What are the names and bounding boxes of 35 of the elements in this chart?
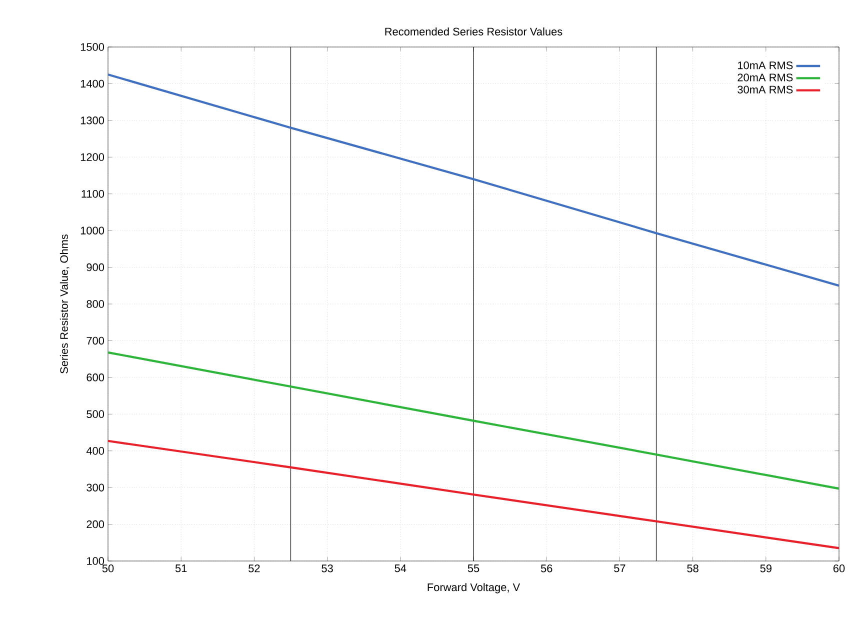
y-tick-label: 1300 [80,116,104,124]
y-tick-label: 900 [86,263,104,272]
x-tick-label: 60 [833,564,845,572]
x-tick-label: 59 [760,564,772,572]
x-tick-label: 58 [687,564,698,572]
x-tick-label: 50 [102,564,114,572]
x-tick-label: 53 [322,564,333,572]
y-tick-label: 400 [86,446,104,455]
y-tick-label: 800 [86,300,104,308]
y-tick-label: 1100 [82,190,104,198]
chart-title: Recomended Series Resistor Values [385,27,562,36]
legend-label: 30mA RMS [738,86,793,94]
y-tick-label: 200 [86,520,104,528]
y-tick-label: 500 [86,410,104,418]
legend-label: 10mA RMS [738,61,793,70]
y-tick-label: 1500 [80,43,104,51]
x-tick-label: 57 [614,564,626,572]
y-tick-label: 1000 [80,226,104,234]
x-tick-label: 55 [468,564,480,572]
line-series [108,440,840,550]
y-tick-label: 1200 [80,153,104,162]
x-tick-label: 51 [175,564,187,572]
x-tick-label: 54 [394,564,406,572]
y-tick-label: 1400 [80,80,104,88]
line-series [108,351,840,490]
y-tick-label: 600 [86,374,104,382]
x-axis-title: Forward Voltage, V [428,583,520,594]
x-tick-label: 52 [248,564,260,572]
y-tick-label: 300 [86,484,104,492]
line-series [108,73,840,287]
legend-label: 20mA RMS [738,74,793,82]
y-axis-title: Series Resistor Value, Ohms [60,234,70,374]
y-tick-label: 100 [87,557,104,565]
x-tick-label: 56 [540,564,552,572]
y-tick-label: 700 [86,336,104,345]
